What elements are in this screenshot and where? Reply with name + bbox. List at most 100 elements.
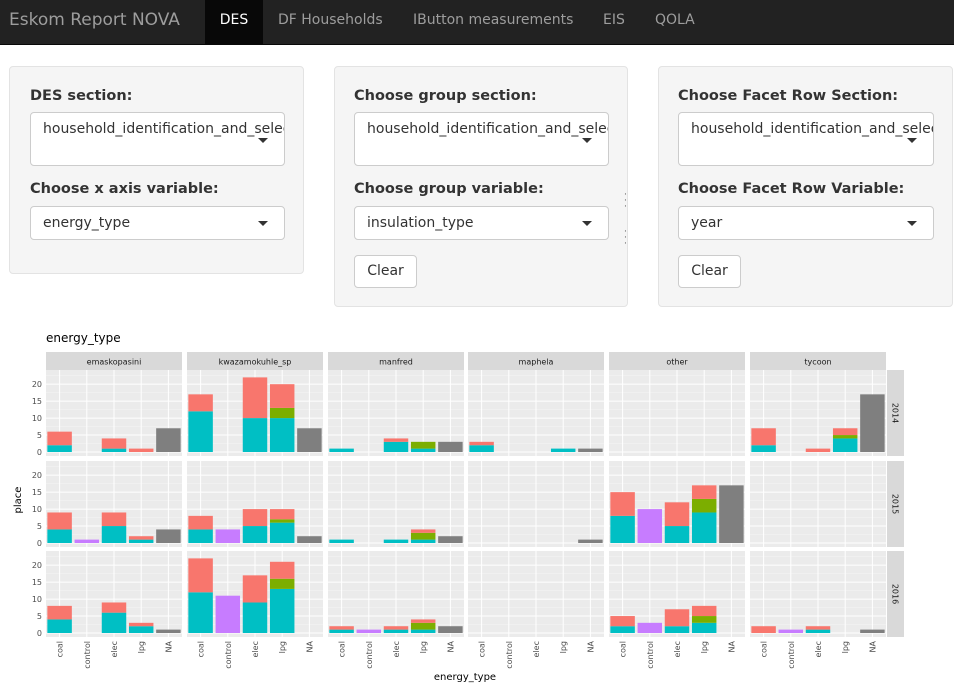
resize-handle-icon[interactable]: · · ·	[624, 227, 627, 249]
x-tick-label: coal	[478, 641, 487, 657]
facet-row-clear-button[interactable]: Clear	[678, 255, 741, 288]
bar-2015-emaskopasini-lpg-teal	[128, 539, 154, 543]
tab-df-households[interactable]: DF Households	[278, 12, 383, 28]
y-tick-label: 5	[37, 612, 42, 621]
bar-2015-other-coal-salmon	[610, 492, 635, 516]
bar-2016-manfred-NA-grey	[438, 626, 463, 633]
tab-qola[interactable]: QOLA	[655, 12, 695, 28]
bar-2016-manfred-coal-salmon	[329, 626, 354, 630]
group-section-label: Choose group section:	[354, 88, 537, 104]
bar-2014-emaskopasini-coal-salmon	[47, 431, 72, 446]
bar-2016-other-coal-salmon	[610, 616, 635, 627]
x-tick-label: lpg	[841, 641, 850, 653]
facet-strip-label: other	[666, 358, 688, 367]
bar-2016-other-lpg-teal	[691, 622, 717, 633]
bar-2016-manfred-elec-teal	[383, 629, 409, 633]
group-variable-value: insulation_type	[367, 215, 474, 231]
bar-2015-kwazamokuhle_sp-NA-grey	[297, 536, 322, 543]
x-tick-label: control	[505, 641, 514, 669]
bar-2015-other-coal-teal	[610, 515, 635, 543]
bar-2014-kwazamokuhle_sp-elec-teal	[242, 418, 268, 452]
bar-2015-kwazamokuhle_sp-elec-teal	[242, 526, 268, 543]
bar-2016-emaskopasini-elec-teal	[101, 612, 127, 633]
bar-2016-emaskopasini-lpg-salmon	[128, 622, 154, 627]
bar-2014-manfred-lpg-olive	[410, 441, 436, 449]
bar-2015-manfred-lpg-teal	[410, 539, 436, 543]
x-tick-label: lpg	[559, 641, 568, 653]
resize-handle-icon[interactable]: · · ·	[624, 190, 627, 212]
y-tick-label: 20	[32, 471, 42, 480]
bar-2016-other-lpg-olive	[691, 616, 717, 623]
group-clear-button[interactable]: Clear	[354, 255, 417, 288]
bar-2016-kwazamokuhle_sp-lpg-olive	[269, 578, 295, 589]
bar-2014-emaskopasini-NA-grey	[156, 428, 181, 452]
des-section-select[interactable]: household_identification_and_selection	[30, 112, 285, 166]
bar-2016-emaskopasini-elec-salmon	[101, 602, 127, 613]
bar-2015-kwazamokuhle_sp-coal-salmon	[188, 515, 213, 530]
group-variable-select[interactable]: insulation_type	[354, 206, 609, 240]
bar-2016-emaskopasini-NA-grey	[156, 629, 181, 633]
bar-2015-kwazamokuhle_sp-lpg-salmon	[269, 509, 295, 520]
bar-2014-maphela-NA-grey	[578, 448, 603, 452]
bar-2015-kwazamokuhle_sp-elec-salmon	[242, 509, 268, 527]
bar-2016-kwazamokuhle_sp-elec-teal	[242, 602, 268, 633]
y-tick-label: 20	[32, 380, 42, 389]
bar-2014-manfred-NA-grey	[438, 441, 463, 452]
x-tick-label: control	[646, 641, 655, 669]
y-tick-label: 10	[32, 595, 42, 604]
y-tick-label: 0	[37, 629, 42, 638]
chevron-down-icon	[907, 221, 917, 226]
bar-2016-manfred-lpg-teal	[410, 629, 436, 633]
bar-2014-kwazamokuhle_sp-lpg-olive	[269, 407, 295, 419]
bar-2015-kwazamokuhle_sp-lpg-olive	[269, 519, 295, 523]
facet-strip-maphela	[468, 352, 604, 370]
x-tick-label: control	[365, 641, 374, 669]
facet-row-variable-select[interactable]: year	[678, 206, 934, 240]
bar-2015-manfred-NA-grey	[438, 536, 463, 543]
tab-eis[interactable]: EIS	[603, 12, 625, 28]
x-tick-label: NA	[868, 640, 877, 652]
bar-2014-emaskopasini-coal-teal	[47, 445, 72, 452]
chevron-down-icon	[258, 138, 268, 143]
bar-2016-tycoon-NA-grey	[860, 629, 885, 633]
des-section-panel: DES section: household_identification_an…	[9, 66, 304, 274]
facet-row-section-value: household_identification_and_selection	[691, 121, 933, 137]
bar-2016-kwazamokuhle_sp-coal-salmon	[188, 558, 213, 593]
x-tick-label: elec	[251, 641, 260, 657]
bar-2014-kwazamokuhle_sp-NA-grey	[297, 428, 322, 452]
row-strip-2015	[887, 461, 904, 547]
bar-2016-kwazamokuhle_sp-control-purple	[215, 595, 241, 633]
tab-des[interactable]: DES	[205, 0, 263, 44]
bar-2016-tycoon-elec-teal	[805, 629, 831, 633]
bar-2015-manfred-lpg-olive	[410, 532, 436, 540]
facet-strip-label: maphela	[519, 358, 554, 367]
y-tick-label: 10	[32, 505, 42, 514]
bar-2015-emaskopasini-coal-teal	[47, 529, 72, 543]
facet-row-section-select[interactable]: household_identification_and_selection	[678, 112, 934, 166]
bar-2014-kwazamokuhle_sp-lpg-salmon	[269, 384, 295, 408]
tab-ibutton-measurements[interactable]: IButton measurements	[413, 12, 574, 28]
bar-2014-manfred-elec-teal	[383, 441, 409, 452]
facet-strip-other	[609, 352, 745, 370]
bar-2016-other-elec-salmon	[664, 609, 690, 627]
bar-2016-emaskopasini-coal-salmon	[47, 605, 72, 620]
group-variable-label: Choose group variable:	[354, 181, 544, 197]
x-axis-title: energy_type	[434, 672, 496, 683]
bar-2016-manfred-coal-teal	[329, 629, 354, 633]
x-axis-variable-select[interactable]: energy_type	[30, 206, 285, 240]
facet-strip-kwazamokuhle_sp	[187, 352, 323, 370]
facet-row-section-label: Choose Facet Row Section:	[678, 88, 899, 104]
bar-2015-emaskopasini-coal-salmon	[47, 512, 72, 530]
group-section-select[interactable]: household_identification_and_selection	[354, 112, 609, 166]
x-tick-label: elec	[673, 641, 682, 657]
facet-strip-emaskopasini	[46, 352, 182, 370]
bar-2014-emaskopasini-elec-teal	[101, 448, 127, 452]
bar-2015-other-elec-salmon	[664, 502, 690, 527]
x-tick-label: control	[224, 641, 233, 669]
x-tick-label: NA	[727, 640, 736, 652]
bar-2015-emaskopasini-elec-teal	[101, 526, 127, 543]
bar-2015-kwazamokuhle_sp-lpg-teal	[269, 522, 295, 543]
bar-2015-manfred-elec-teal	[383, 539, 409, 543]
navbar-brand[interactable]: Eskom Report NOVA	[9, 10, 180, 30]
facet-strip-label: kwazamokuhle_sp	[219, 358, 292, 367]
